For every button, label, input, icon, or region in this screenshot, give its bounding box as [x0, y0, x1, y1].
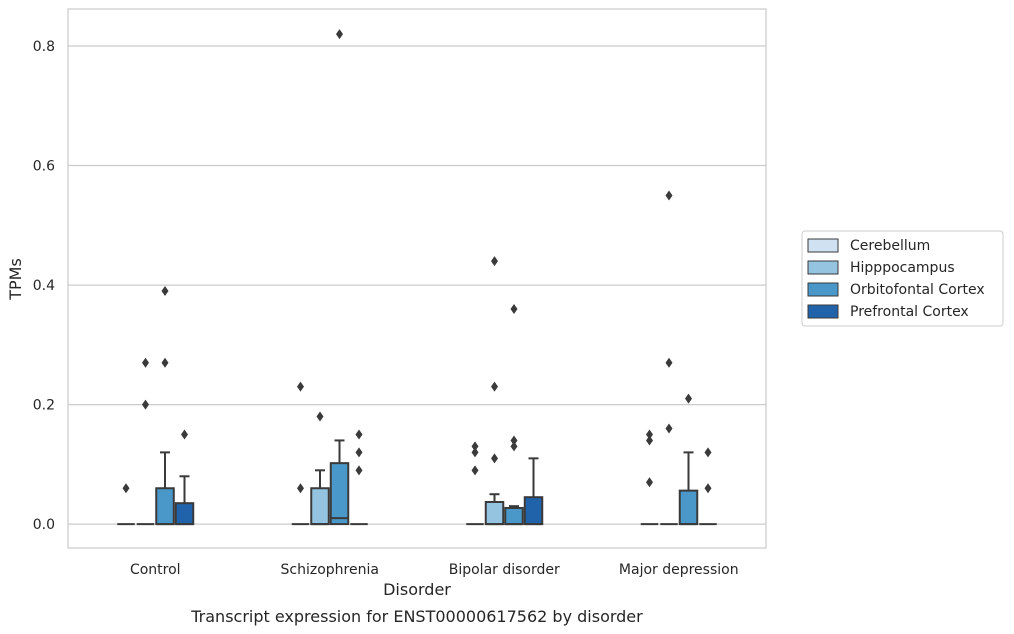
- outlier-point: [685, 393, 692, 404]
- box-1-3: [660, 190, 678, 526]
- box-2-0: [155, 286, 175, 526]
- outlier-point: [181, 429, 188, 440]
- legend-swatch: [807, 238, 839, 253]
- x-tick-label: Bipolar disorder: [449, 562, 560, 578]
- box: [523, 496, 544, 526]
- y-tick-label: 0.2: [33, 398, 55, 414]
- box-0-1: [291, 381, 310, 526]
- box: [504, 506, 524, 526]
- box: [329, 462, 350, 526]
- box-2-1: [329, 29, 350, 526]
- box-2-2: [504, 303, 524, 526]
- outlier-point: [491, 453, 498, 464]
- outlier-point: [646, 429, 653, 440]
- outlier-point: [471, 447, 479, 458]
- box: [155, 487, 175, 526]
- outlier-point: [704, 483, 712, 494]
- outlier-point: [297, 381, 304, 392]
- chart-caption: Transcript expression for ENST0000061756…: [190, 607, 643, 626]
- outlier-point: [355, 465, 363, 476]
- box-3-1: [350, 429, 368, 526]
- y-axis-ticks: 0.0 0.2 0.4 0.6 0.8: [33, 39, 55, 533]
- legend-label: Prefrontal Cortex: [850, 304, 969, 320]
- y-tick-label: 0.6: [33, 159, 55, 175]
- outlier-point: [471, 441, 479, 452]
- outlier-point: [161, 286, 169, 297]
- legend: Cerebellum Hipppocampus Orbitofontal Corte…: [801, 230, 1004, 327]
- outlier-point: [471, 465, 479, 476]
- outlier-point: [510, 435, 518, 446]
- legend-swatch: [807, 282, 839, 297]
- box-3-3: [699, 447, 717, 526]
- box: [174, 502, 195, 526]
- y-tick-label: 0.4: [33, 278, 55, 294]
- box-3-0: [174, 429, 195, 526]
- outlier-point: [122, 483, 130, 494]
- legend-frame: [801, 230, 1004, 327]
- box-0-0: [117, 483, 135, 526]
- box-0-3: [640, 429, 659, 526]
- outlier-point: [355, 429, 363, 440]
- legend-label: Hipppocampus: [850, 260, 955, 276]
- grid-lines: [68, 45, 766, 525]
- box: [678, 489, 699, 526]
- x-tick-label: Major depression: [619, 562, 739, 578]
- box-1-2: [484, 256, 505, 526]
- x-axis-label: Disorder: [383, 580, 451, 599]
- plot-area-frame: [67, 8, 767, 549]
- x-tick-label: Schizophrenia: [281, 562, 379, 578]
- outlier-point: [491, 381, 498, 392]
- box-0-2: [466, 441, 484, 526]
- outlier-point: [665, 190, 673, 201]
- outlier-point: [510, 303, 518, 314]
- outlier-point: [704, 447, 712, 458]
- box-1-0: [136, 357, 155, 526]
- outlier-point: [355, 447, 363, 458]
- box-1-1: [310, 411, 330, 526]
- y-tick-label: 0.0: [33, 517, 55, 533]
- legend-label: Cerebellum: [850, 238, 930, 254]
- outlier-point: [510, 441, 518, 452]
- outlier-point: [646, 477, 653, 488]
- box-3-2: [523, 457, 544, 526]
- box: [310, 487, 330, 526]
- box-groups: [117, 29, 717, 526]
- legend-label: Orbitofontal Cortex: [850, 282, 985, 298]
- legend-swatch: [807, 260, 839, 275]
- x-axis-ticks: Control Schizophrenia Bipolar disorder Majo…: [130, 562, 739, 578]
- outlier-point: [316, 411, 324, 422]
- y-axis-label: TPMs: [6, 258, 25, 301]
- outlier-point: [665, 357, 673, 368]
- legend-swatch: [807, 304, 839, 319]
- outlier-point: [491, 256, 498, 267]
- box: [484, 500, 505, 526]
- box-2-3: [678, 393, 699, 526]
- x-tick-label: Control: [130, 562, 181, 578]
- outlier-point: [336, 29, 343, 40]
- outlier-point: [297, 483, 304, 494]
- outlier-point: [646, 435, 653, 446]
- outlier-point: [142, 357, 149, 368]
- outlier-point: [665, 423, 673, 434]
- outlier-point: [142, 399, 149, 410]
- outlier-point: [161, 357, 169, 368]
- y-tick-label: 0.8: [33, 39, 55, 55]
